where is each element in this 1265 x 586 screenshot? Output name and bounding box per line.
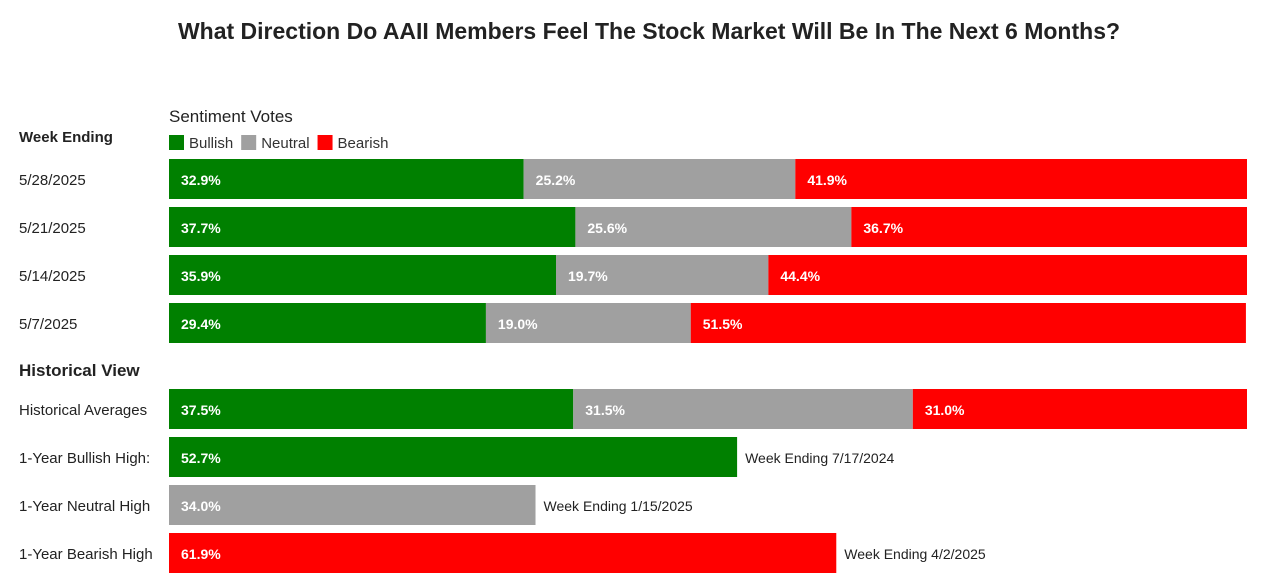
bar-value-label: 31.5% <box>585 402 625 418</box>
chart-title: What Direction Do AAII Members Feel The … <box>177 18 1121 44</box>
historical-view-header: Historical View <box>19 361 140 380</box>
legend-swatch-neutral <box>241 135 257 150</box>
legend-swatch-bullish <box>169 135 184 150</box>
bar-bullish-high <box>169 437 738 477</box>
bar-value-label: 32.9% <box>181 172 221 188</box>
chart-subtitle: Sentiment Votes <box>169 107 293 126</box>
bar-bearish <box>851 207 1247 247</box>
bar-value-label: 41.9% <box>807 172 847 188</box>
bar-bullish <box>169 389 574 429</box>
bar-bearish <box>912 389 1247 429</box>
bar-value-label: 44.4% <box>780 268 820 284</box>
high-week-note: Week Ending 4/2/2025 <box>844 546 986 562</box>
bar-value-label: 51.5% <box>703 316 743 332</box>
bar-bearish <box>768 255 1247 295</box>
bar-value-label: 36.7% <box>863 220 903 236</box>
week-ending-header: Week Ending <box>19 129 113 146</box>
historical-label: 1-Year Bullish High: <box>19 450 150 467</box>
high-week-note: Week Ending 7/17/2024 <box>745 450 894 466</box>
bar-neutral <box>523 159 796 199</box>
bar-value-label: 34.0% <box>181 498 221 514</box>
bar-bearish <box>690 303 1246 343</box>
high-week-note: Week Ending 1/15/2025 <box>544 498 693 514</box>
bar-value-label: 25.2% <box>536 172 576 188</box>
bar-neutral <box>573 389 913 429</box>
legend-label-bearish: Bearish <box>338 135 389 152</box>
legend-label-bullish: Bullish <box>189 135 233 152</box>
legend-swatch-bearish <box>317 135 333 150</box>
bar-value-label: 19.0% <box>498 316 538 332</box>
historical-label: Historical Averages <box>19 402 147 419</box>
bar-bullish <box>169 159 524 199</box>
bar-neutral-high <box>169 485 536 525</box>
bar-value-label: 37.7% <box>181 220 221 236</box>
bar-value-label: 35.9% <box>181 268 221 284</box>
bar-bullish <box>169 207 576 247</box>
bar-bullish <box>169 255 557 295</box>
week-label: 5/28/2025 <box>19 172 86 189</box>
historical-label: 1-Year Bearish High <box>19 546 153 563</box>
bar-value-label: 61.9% <box>181 546 221 562</box>
legend-label-neutral: Neutral <box>261 135 309 152</box>
bar-neutral <box>556 255 769 295</box>
bar-bullish <box>169 303 486 343</box>
bar-bearish <box>795 159 1247 199</box>
week-label: 5/14/2025 <box>19 268 86 285</box>
bar-value-label: 25.6% <box>587 220 627 236</box>
bar-value-label: 52.7% <box>181 450 221 466</box>
bar-value-label: 31.0% <box>925 402 965 418</box>
week-label: 5/21/2025 <box>19 220 86 237</box>
bar-value-label: 19.7% <box>568 268 608 284</box>
bar-bearish-high <box>169 533 837 573</box>
bar-neutral <box>575 207 852 247</box>
bar-value-label: 37.5% <box>181 402 221 418</box>
bar-neutral <box>485 303 691 343</box>
bar-value-label: 29.4% <box>181 316 221 332</box>
week-label: 5/7/2025 <box>19 316 77 333</box>
historical-label: 1-Year Neutral High <box>19 498 150 515</box>
